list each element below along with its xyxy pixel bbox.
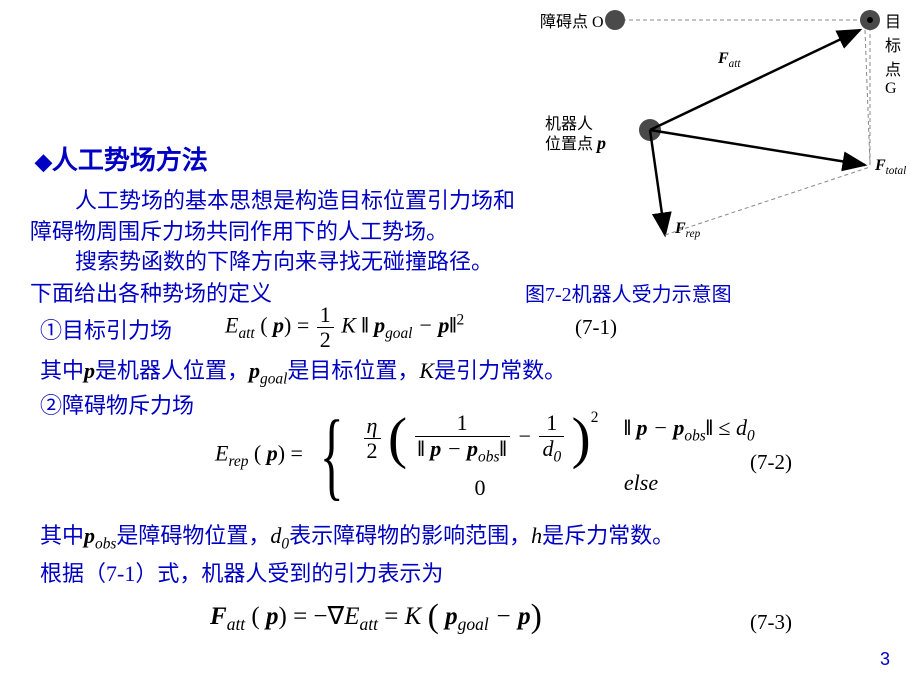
line-5: 根据（7-1）式，机器人受到的引力表示为 [40, 558, 443, 590]
item-2-explanation: 其中pobs是障碍物位置，d0表示障碍物的影响范围，h是斥力常数。 [40, 520, 674, 556]
eq-label-7-3: (7-3) [750, 610, 792, 635]
page-number: 3 [880, 649, 890, 670]
intro-line-1b: 障碍物周围斥力场共同作用下的人工势场。 [30, 216, 448, 248]
obstacle-label: 障碍点 O [540, 8, 604, 32]
item-1-label: ①目标引力场 [40, 315, 172, 347]
fatt-vector-label: Fatt [718, 50, 740, 70]
robot-label-2: 位置点 p [545, 130, 606, 154]
figure-caption: 图7-2机器人受力示意图 [525, 278, 732, 307]
ftotal-vector-label: Ftotal [875, 157, 906, 177]
equation-7-1: Eatt ( p) = 12 K ‖ pgoal − p‖2 [225, 303, 464, 352]
diamond-bullet: ◆ [35, 149, 52, 174]
eq-label-7-2: (7-2) [750, 450, 792, 475]
force-diagram: 障碍点 O 目标点 G 机器人 位置点 p Fatt Frep Ftotal [520, 5, 900, 275]
item-1-explanation: 其中p是机器人位置，pgoal是目标位置，K是引力常数。 [40, 355, 566, 391]
item-2-label: ②障碍物斥力场 [40, 390, 194, 422]
goal-label: 目标点 G [885, 8, 901, 98]
equation-7-2: Erep ( p) = { η2 ( 1 ‖ p − pobs‖ − 1 d0 … [215, 410, 755, 501]
intro-line-2: 搜索势函数的下降方向来寻找无碰撞路径。 [75, 246, 493, 278]
equation-7-3: Fatt ( p) = −∇Eatt = K ( pgoal − p) [210, 598, 542, 636]
eq-label-7-1: (7-1) [575, 315, 617, 340]
intro-line-1: 人工势场的基本思想是构造目标位置引力场和 [75, 185, 535, 217]
section-title: ◆人工势场方法 [35, 140, 208, 177]
frep-vector-label: Frep [675, 220, 700, 240]
